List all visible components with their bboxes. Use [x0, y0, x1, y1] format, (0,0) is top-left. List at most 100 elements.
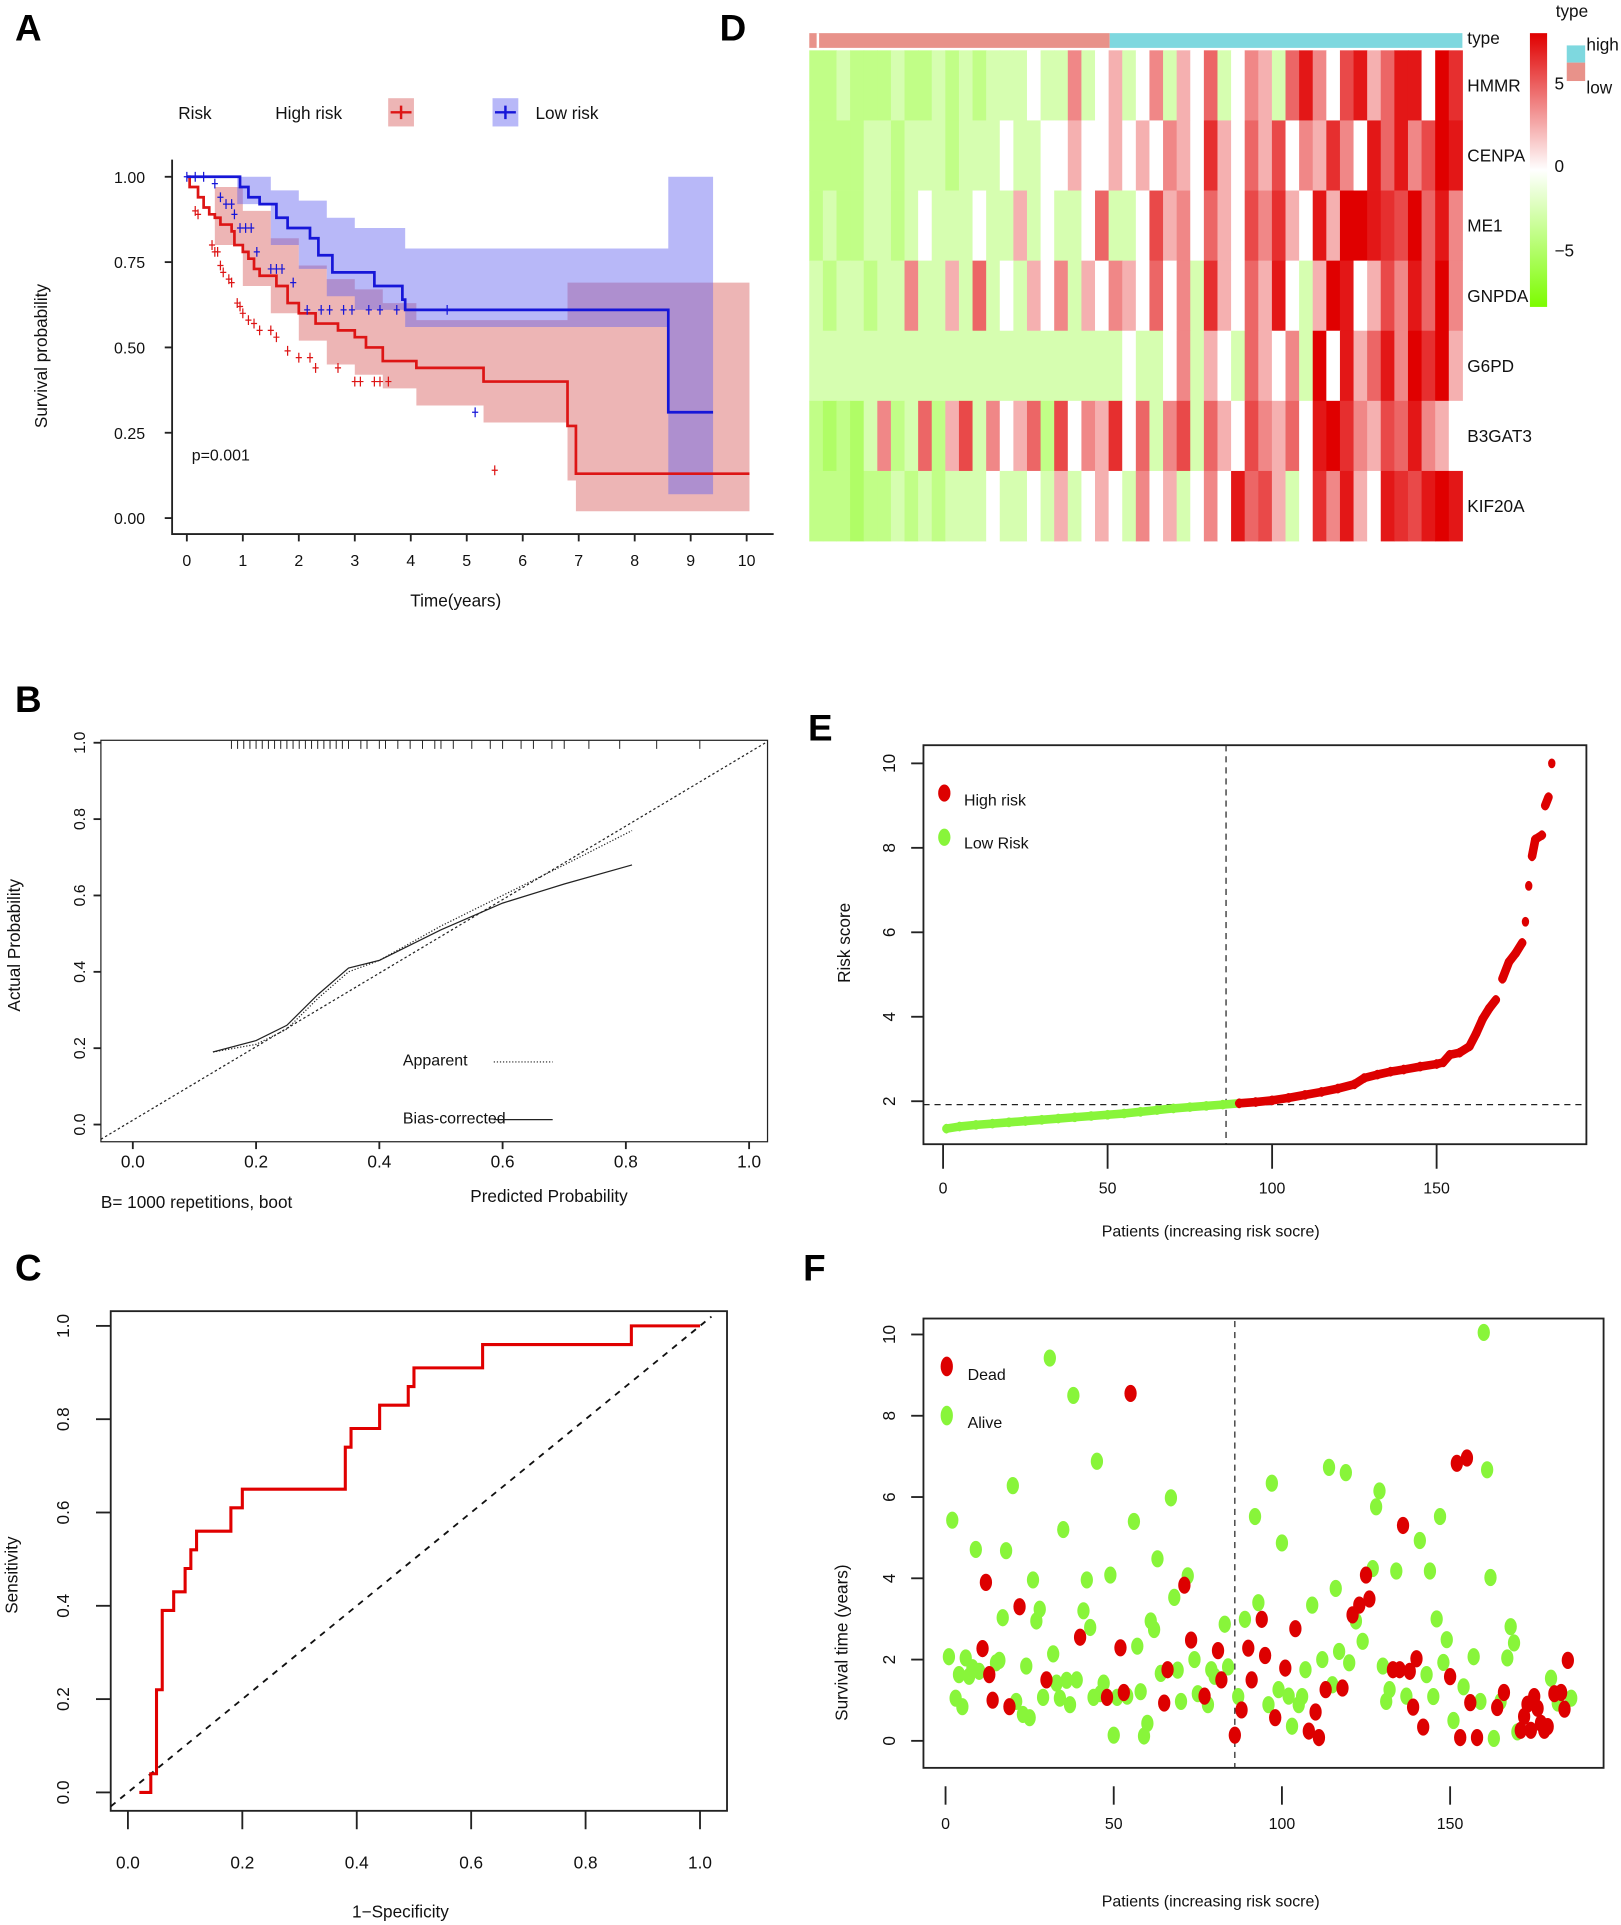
x-tick-label: 100: [1269, 1816, 1296, 1833]
heatmap-cell: [1095, 50, 1110, 121]
legend-high-risk: High risk: [275, 103, 342, 123]
censor-mark: [376, 376, 384, 387]
heatmap-cell: [1353, 400, 1368, 472]
heatmap-cell: [822, 330, 837, 402]
heatmap-cell: [1407, 260, 1423, 332]
heatmap-cell: [1394, 400, 1409, 472]
heatmap-cell: [1407, 50, 1423, 121]
heatmap-cell: [1421, 470, 1436, 542]
heatmap-cell: [836, 400, 851, 472]
heatmap-cell: [1407, 190, 1423, 262]
alive-point: [1332, 1642, 1346, 1661]
dead-point: [1178, 1576, 1191, 1594]
heatmap-cell: [1339, 470, 1355, 542]
alive-point: [1047, 1645, 1060, 1663]
censor-mark: [239, 308, 246, 319]
alive-point: [1343, 1654, 1356, 1672]
alive-point: [1050, 1674, 1063, 1692]
dead-point: [1558, 1700, 1571, 1718]
heatmap-cell: [1421, 190, 1436, 262]
row-label: B3GAT3: [1467, 426, 1532, 446]
heatmap-cell: [1353, 330, 1368, 402]
patient-point: [1005, 1117, 1013, 1128]
alive-point: [1322, 1458, 1336, 1476]
legend-high-risk-marker: [938, 784, 951, 802]
censor-mark: [217, 192, 224, 203]
heatmap-cell: [986, 470, 1001, 542]
censor-mark: [284, 345, 291, 356]
heatmap-cell: [1149, 330, 1164, 402]
patient-point: [1544, 792, 1553, 803]
apparent-curve: [212, 830, 633, 1053]
x-tick-label: 1.0: [688, 1853, 712, 1873]
patient-point: [1518, 937, 1526, 948]
heatmap-cell: [1367, 50, 1382, 121]
y-tick-label: 2: [879, 1096, 899, 1106]
alive-point: [993, 1651, 1006, 1669]
censor-mark: [231, 209, 238, 220]
heatmap-cell: [1339, 190, 1355, 262]
heatmap-cell: [1122, 260, 1137, 332]
heatmap-cell: [1122, 330, 1137, 402]
y-axis-title: Actual Probability: [4, 879, 24, 1012]
heatmap-cell: [1258, 330, 1273, 402]
heatmap-cell: [1054, 190, 1069, 262]
caption: B= 1000 repetitions, boot: [101, 1192, 293, 1212]
heatmap-cell: [1040, 330, 1055, 402]
heatmap-cell: [1135, 470, 1150, 542]
heatmap-cell: [1013, 400, 1028, 472]
y-tick-label: 6: [879, 1492, 899, 1502]
alive-point: [1440, 1631, 1453, 1649]
alive-point: [1127, 1512, 1141, 1531]
heatmap-cell: [1380, 260, 1395, 332]
y-tick-label: 0.0: [53, 1780, 73, 1804]
alive-point: [1427, 1687, 1440, 1706]
heatmap-cell: [1326, 330, 1341, 402]
dead-point: [1312, 1729, 1326, 1747]
patient-point: [1538, 830, 1546, 841]
heatmap-cell: [1149, 50, 1164, 121]
alive-point: [1248, 1507, 1262, 1526]
patient-point: [1334, 1083, 1342, 1094]
heatmap-cell: [1040, 470, 1055, 542]
heatmap-cell: [1231, 120, 1246, 191]
dead-point: [976, 1640, 989, 1658]
heatmap-cell: [999, 400, 1014, 472]
alive-point: [1420, 1666, 1433, 1684]
alive-point: [1306, 1596, 1319, 1614]
patient-point: [1511, 948, 1520, 959]
heatmap-cell: [1176, 330, 1191, 402]
alive-point: [1026, 1571, 1040, 1589]
alive-point: [946, 1511, 959, 1529]
patient-point: [1531, 834, 1540, 845]
censor-mark: [472, 407, 479, 418]
heatmap-cell: [890, 470, 906, 542]
alive-point: [1457, 1678, 1470, 1696]
heatmap-cell: [850, 50, 865, 121]
censor-mark: [348, 304, 356, 315]
heatmap-cell: [850, 470, 865, 542]
heatmap-cell: [1135, 400, 1150, 472]
heatmap-cell: [1040, 400, 1055, 472]
heatmap-cell: [1231, 330, 1246, 402]
dead-point: [1013, 1598, 1026, 1616]
heatmap-cell: [918, 400, 933, 472]
heatmap-cell: [1135, 120, 1150, 191]
legend-line-high: [390, 105, 412, 120]
row-label: CENPA: [1467, 146, 1525, 166]
heatmap-cell: [1108, 400, 1123, 472]
heatmap-cell: [1353, 260, 1368, 332]
heatmap-cell: [1067, 400, 1082, 472]
heatmap-cell: [1040, 190, 1055, 262]
alive-point: [1265, 1474, 1278, 1492]
y-tick-label: 1.0: [72, 732, 89, 754]
heatmap-cell: [1013, 120, 1028, 191]
heatmap-cell: [1081, 260, 1096, 332]
patient-point: [1103, 1109, 1112, 1120]
heatmap-cell: [1339, 260, 1355, 332]
heatmap-cell: [958, 470, 974, 542]
heatmap-cell: [877, 50, 892, 121]
x-axis-title: Patients (increasing risk socre): [1102, 1894, 1320, 1911]
x-tick-label: 0.2: [230, 1853, 254, 1873]
alive-point: [1474, 1692, 1487, 1711]
